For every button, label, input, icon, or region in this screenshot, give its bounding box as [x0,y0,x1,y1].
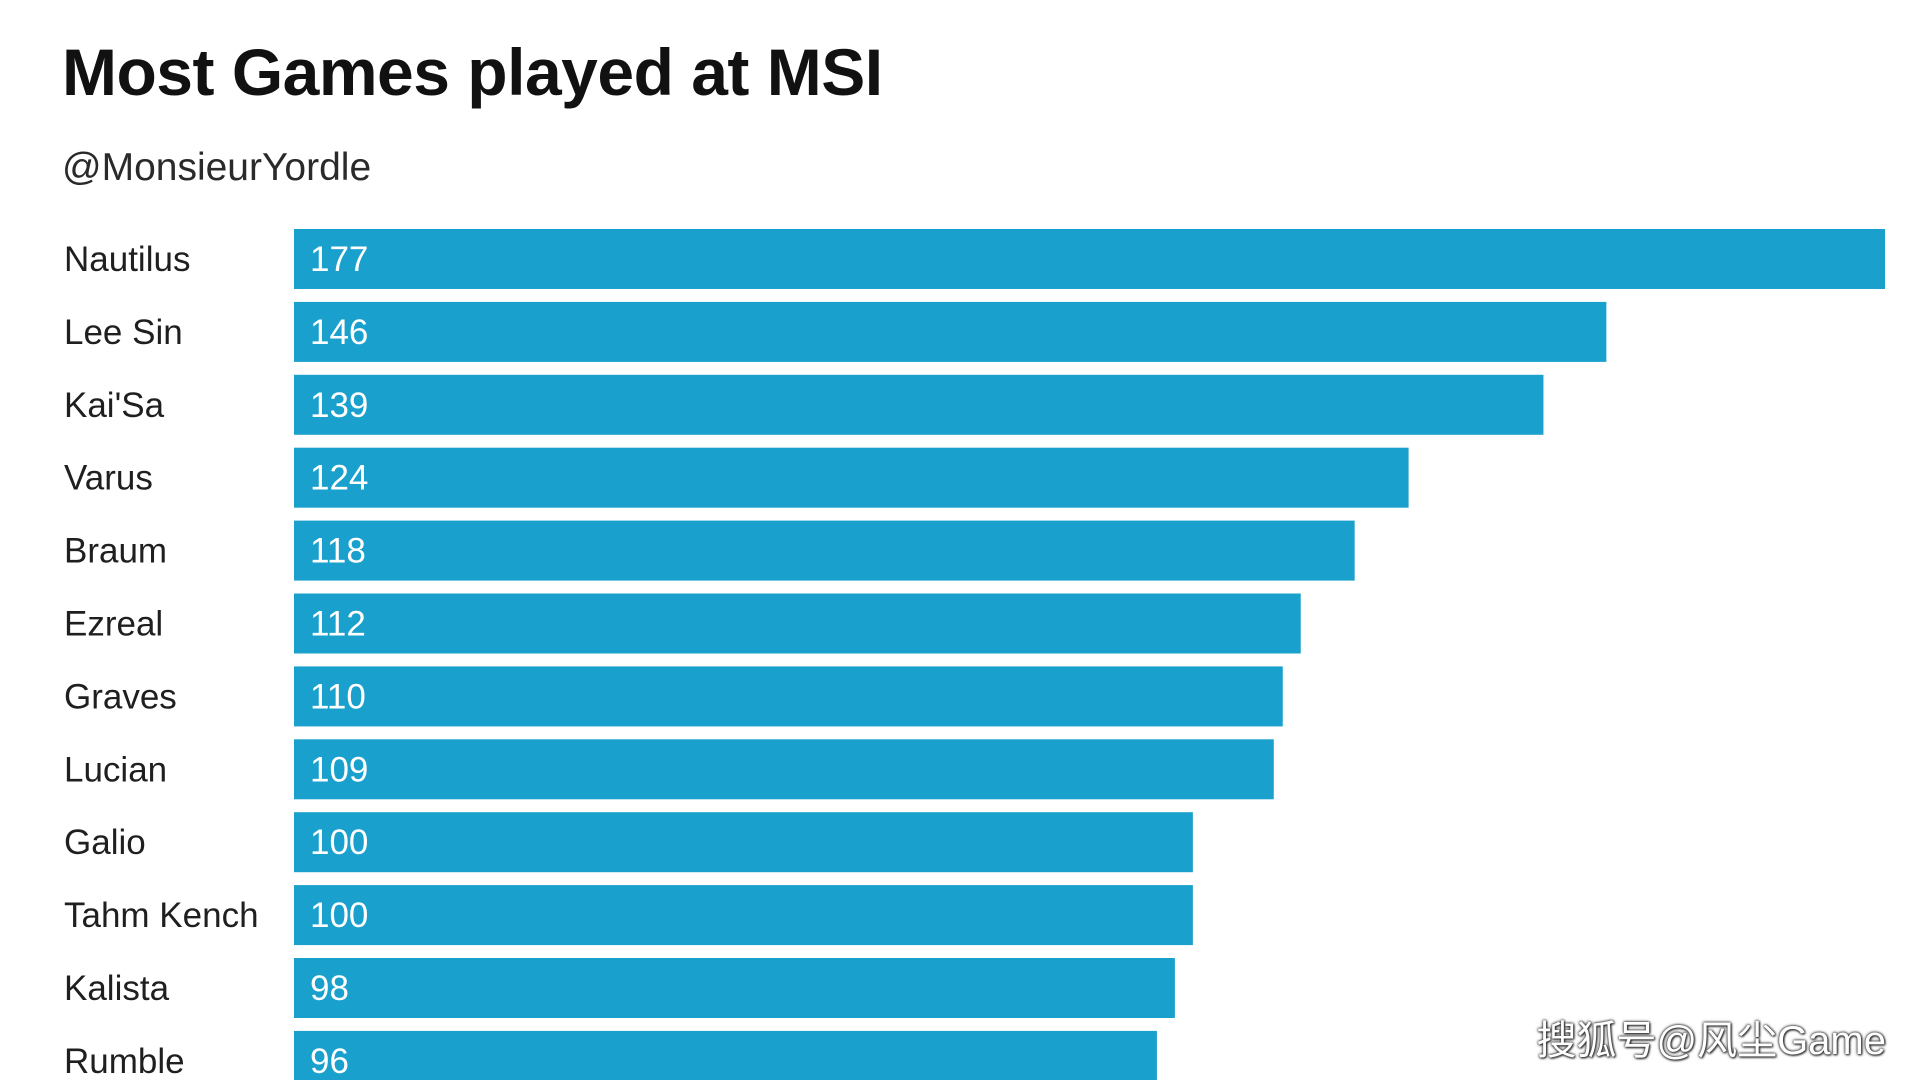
category-label: Kai'Sa [64,386,165,425]
chart-title: Most Games played at MSI [62,35,883,109]
bar [294,520,1355,581]
bar [294,301,1607,362]
value-label: 96 [310,1042,349,1080]
bar [294,374,1544,435]
bar [294,447,1409,508]
category-label: Varus [64,459,153,498]
chart-subtitle: @MonsieurYordle [62,146,372,189]
value-label: 177 [310,240,368,279]
value-label: 146 [310,313,368,352]
value-label: 98 [310,969,349,1008]
bar [294,885,1193,946]
bar [294,229,1885,289]
category-label: Galio [64,823,146,862]
bar [294,1030,1157,1080]
value-label: 139 [310,386,368,425]
category-label: Lucian [64,750,167,789]
bar [294,739,1274,800]
category-label: Rumble [64,1042,185,1080]
value-label: 100 [310,896,368,935]
category-label: Kalista [64,969,170,1008]
category-label: Ezreal [64,605,163,644]
value-label: 100 [310,823,368,862]
category-label: Tahm Kench [64,896,259,935]
value-label: 124 [310,459,368,498]
value-label: 110 [310,677,366,716]
bar [294,958,1175,1018]
category-label: Lee Sin [64,313,183,352]
bar [294,666,1283,727]
value-label: 112 [310,605,366,644]
bar [294,593,1301,654]
value-label: 109 [310,750,368,789]
category-label: Braum [64,532,167,571]
watermark: 搜狐号@风尘Game [1536,1019,1886,1063]
bar [294,812,1193,873]
category-label: Graves [64,677,177,716]
value-label: 118 [310,532,366,571]
category-label: Nautilus [64,240,190,279]
